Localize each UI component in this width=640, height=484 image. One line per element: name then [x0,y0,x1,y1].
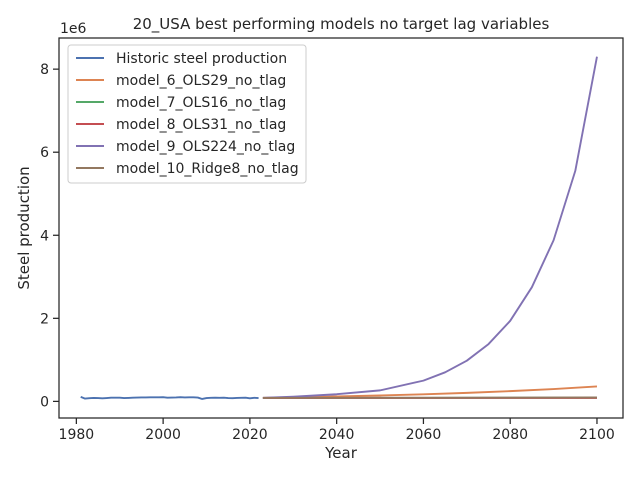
y-tick-label: 0 [40,394,49,410]
legend-entry: model_9_OLS224_no_tlag [116,139,295,155]
x-tick-label: 2040 [319,427,355,443]
y-tick-label: 4 [40,228,49,244]
series-line-model-10-ridge8-no-tlag [263,397,597,398]
y-tick-label: 6 [40,145,49,161]
x-tick-label: 2080 [492,427,528,443]
legend-entry: Historic steel production [116,51,287,67]
legend: Historic steel production model_6_OLS29_n… [68,45,306,183]
y-axis-label: Steel production [15,166,33,289]
legend-entry: model_10_Ridge8_no_tlag [116,161,299,177]
legend-entry: model_6_OLS29_no_tlag [116,73,286,89]
y-tick-label: 8 [40,62,49,78]
chart-title: 20_USA best performing models no target … [133,15,550,34]
x-axis-label: Year [324,444,358,462]
x-tick-label: 1980 [59,427,95,443]
legend-entry: model_8_OLS31_no_tlag [116,117,286,133]
x-tick-label: 2100 [579,427,615,443]
y-tick-label: 2 [40,311,49,327]
x-tick-label: 2000 [145,427,181,443]
legend-entry: model_7_OLS16_no_tlag [116,95,286,111]
x-tick-label: 2020 [232,427,268,443]
x-tick-label: 2060 [406,427,442,443]
y-axis-offset-text: 1e6 [60,21,87,37]
